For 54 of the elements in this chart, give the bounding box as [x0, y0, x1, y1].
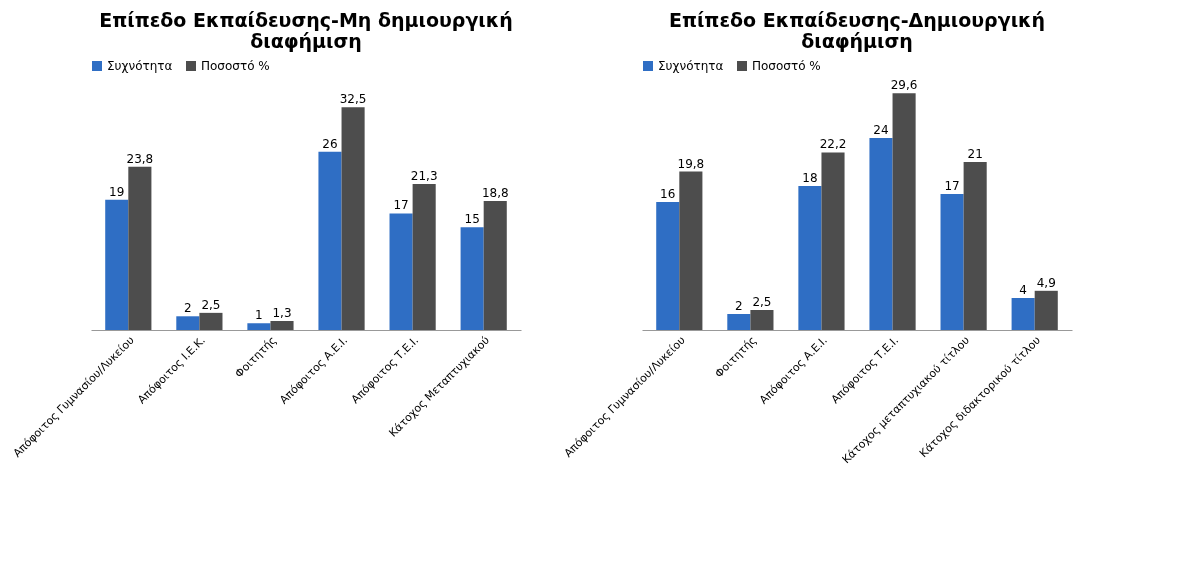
- data-label: 16: [660, 187, 676, 201]
- bar: [105, 199, 129, 330]
- data-label: 19: [109, 184, 125, 199]
- bar: [128, 166, 152, 330]
- bar: [940, 194, 964, 330]
- data-label: 26: [322, 136, 338, 151]
- bar: [869, 138, 893, 330]
- data-label: 1,3: [272, 306, 292, 321]
- legend-label: Ποσοστό %: [752, 59, 821, 73]
- data-label: 23,8: [126, 151, 154, 166]
- data-label: 4: [1019, 283, 1027, 297]
- data-label: 18: [802, 171, 818, 185]
- bar: [412, 183, 436, 330]
- bar: [656, 202, 680, 330]
- bar: [199, 312, 223, 330]
- data-label: 2: [184, 301, 192, 316]
- bar: [318, 151, 342, 330]
- bar: [341, 107, 365, 330]
- bar: [176, 316, 200, 330]
- data-label: 2,5: [201, 297, 221, 312]
- legend-label: Ποσοστό %: [201, 59, 270, 73]
- bar: [727, 314, 751, 330]
- bar: [750, 310, 774, 330]
- bar: [483, 201, 507, 330]
- legend-label: Συχνότητα: [107, 59, 173, 73]
- bar: [963, 162, 987, 330]
- data-label: 24: [873, 123, 889, 137]
- bar: [1011, 298, 1035, 330]
- bar: [1034, 290, 1058, 330]
- legend-label: Συχνότητα: [658, 59, 724, 73]
- data-label: 21,3: [410, 168, 438, 183]
- bar: [460, 227, 484, 330]
- chart-title: Επίπεδο Εκπαίδευσης-Δημιουργική διαφήμιση: [668, 9, 1046, 52]
- data-label: 18,8: [481, 186, 509, 201]
- bar: [798, 186, 822, 330]
- bar: [270, 321, 294, 330]
- data-label: 2,5: [752, 295, 772, 309]
- data-label: 1: [255, 308, 263, 323]
- bar: [247, 323, 271, 330]
- data-label: 22,2: [819, 137, 847, 152]
- data-label: 17: [944, 179, 960, 193]
- data-label: 32,5: [339, 92, 367, 107]
- bar: [389, 213, 413, 330]
- bar: [892, 93, 916, 330]
- data-label: 21: [967, 147, 983, 161]
- data-label: 15: [464, 212, 480, 227]
- data-label: 17: [393, 198, 409, 213]
- data-label: 29,6: [890, 78, 918, 93]
- data-label: 2: [735, 299, 743, 313]
- bar: [679, 171, 703, 330]
- data-label: 4,9: [1036, 275, 1056, 290]
- data-label: 19,8: [677, 156, 705, 171]
- bar: [821, 152, 845, 330]
- chart-title: Επίπεδο Εκπαίδευσης-Μη δημιουργική διαφήμιση: [99, 9, 513, 52]
